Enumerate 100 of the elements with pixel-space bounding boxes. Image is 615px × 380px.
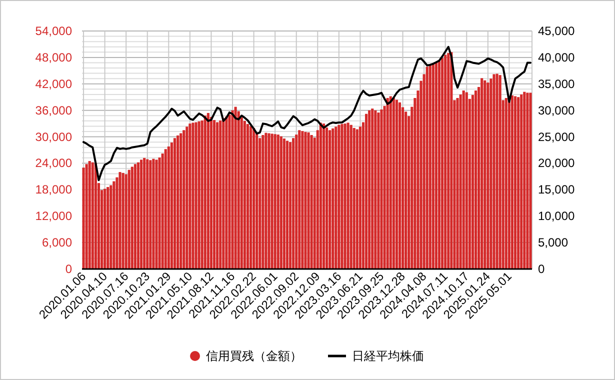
bar bbox=[258, 138, 262, 269]
bar bbox=[112, 181, 116, 269]
bar bbox=[234, 106, 237, 269]
bar bbox=[365, 114, 368, 269]
y2-tick-label: 25,000 bbox=[538, 130, 576, 144]
bar bbox=[128, 170, 130, 269]
bar bbox=[204, 116, 206, 269]
bar bbox=[496, 74, 498, 269]
bar bbox=[392, 98, 395, 269]
bar bbox=[338, 124, 340, 269]
bar bbox=[225, 116, 228, 269]
bar bbox=[307, 132, 310, 269]
y2-tick-label: 0 bbox=[538, 262, 545, 276]
bar bbox=[246, 124, 249, 269]
bar bbox=[368, 110, 371, 269]
bar bbox=[122, 172, 124, 269]
bar bbox=[219, 120, 222, 269]
bar bbox=[352, 128, 356, 269]
bar bbox=[346, 122, 350, 269]
bar bbox=[462, 90, 465, 269]
bar bbox=[222, 118, 225, 269]
bar bbox=[523, 92, 526, 269]
bar bbox=[140, 160, 143, 269]
bar bbox=[380, 109, 383, 269]
bar bbox=[426, 66, 428, 269]
bar bbox=[274, 134, 276, 269]
bar bbox=[395, 100, 398, 269]
bar bbox=[514, 96, 517, 269]
bar bbox=[450, 52, 453, 269]
bar bbox=[504, 98, 508, 269]
bar bbox=[134, 164, 136, 269]
bar bbox=[173, 138, 176, 269]
y-tick-label: 0 bbox=[65, 262, 72, 276]
bar bbox=[398, 102, 402, 269]
y2-tick-label: 15,000 bbox=[538, 182, 576, 197]
bar bbox=[371, 108, 374, 269]
legend-label: 信用買残（金額） bbox=[206, 349, 302, 363]
bar bbox=[252, 128, 256, 269]
bar bbox=[91, 162, 94, 269]
y2-tick-label: 30,000 bbox=[538, 103, 576, 118]
bar bbox=[304, 132, 307, 269]
bar bbox=[94, 163, 97, 269]
bar bbox=[158, 157, 161, 269]
y2-tick-label: 35,000 bbox=[538, 76, 576, 91]
bar bbox=[301, 131, 304, 269]
bar bbox=[438, 60, 441, 269]
bar bbox=[167, 146, 170, 269]
bar bbox=[282, 138, 286, 269]
bar bbox=[289, 142, 292, 269]
bar bbox=[212, 120, 216, 269]
y-tick-label: 18,000 bbox=[35, 182, 72, 197]
bar bbox=[210, 116, 212, 269]
bar bbox=[344, 124, 346, 269]
y-tick-label: 30,000 bbox=[35, 130, 72, 144]
bar bbox=[492, 74, 496, 269]
bar bbox=[249, 126, 252, 269]
bar bbox=[465, 92, 468, 269]
bar bbox=[106, 187, 110, 269]
bar bbox=[206, 112, 210, 269]
bar bbox=[130, 166, 134, 269]
bar bbox=[377, 112, 380, 269]
bar bbox=[386, 98, 389, 269]
bar bbox=[231, 110, 234, 269]
bar bbox=[264, 132, 268, 269]
bar bbox=[164, 149, 167, 269]
bar bbox=[325, 128, 328, 269]
bar bbox=[88, 161, 91, 269]
bar bbox=[276, 134, 280, 269]
bar bbox=[319, 122, 322, 269]
bar bbox=[182, 130, 186, 269]
bar bbox=[292, 138, 295, 269]
y-tick-label: 12,000 bbox=[35, 209, 72, 224]
bar bbox=[389, 96, 392, 269]
bar bbox=[82, 168, 85, 269]
bar bbox=[350, 124, 352, 269]
bar bbox=[434, 62, 438, 269]
bar bbox=[498, 75, 502, 269]
bar bbox=[136, 162, 140, 269]
bar bbox=[186, 126, 188, 269]
bar bbox=[104, 188, 106, 269]
bar bbox=[334, 126, 338, 269]
bar bbox=[176, 135, 180, 269]
bar bbox=[298, 130, 301, 269]
bar bbox=[510, 95, 514, 269]
bar bbox=[517, 97, 520, 269]
y2-tick-label: 10,000 bbox=[538, 209, 576, 224]
legend-label: 日経平均株価 bbox=[352, 349, 424, 363]
bar bbox=[198, 121, 200, 269]
bar bbox=[332, 128, 334, 269]
bar bbox=[110, 185, 112, 269]
y-tick-label: 6,000 bbox=[42, 236, 72, 250]
bar bbox=[529, 92, 532, 269]
y2-tick-label: 45,000 bbox=[538, 24, 576, 38]
y-tick-label: 24,000 bbox=[35, 156, 72, 170]
bar bbox=[444, 54, 447, 269]
bar bbox=[310, 135, 313, 269]
bar bbox=[322, 124, 325, 269]
y-tick-label: 54,000 bbox=[35, 24, 72, 38]
bar bbox=[520, 94, 523, 269]
bar bbox=[143, 158, 146, 269]
